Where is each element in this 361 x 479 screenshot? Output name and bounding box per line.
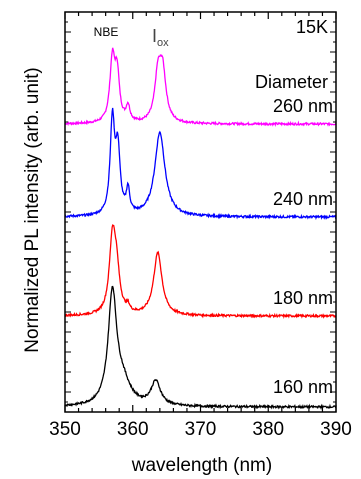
x-tick-label: 390	[320, 419, 352, 440]
x-tick-label: 360	[117, 419, 149, 440]
axes-layer	[64, 11, 337, 413]
series-line-260-nm	[64, 47, 337, 127]
legend-heading: Diameter	[255, 72, 328, 92]
temperature-label: 15K	[296, 17, 328, 37]
series-line-240-nm	[64, 107, 337, 221]
y-axis-label: Normalized PL intensity (arb. unit)	[22, 67, 43, 352]
peak-label-nbe: NBE	[94, 25, 119, 39]
peak-label-iox-main: I	[152, 26, 157, 46]
x-tick-label: 370	[185, 419, 217, 440]
x-tick-label: 380	[252, 419, 284, 440]
peak-label-iox: Iox	[152, 26, 169, 49]
peak-label-iox-sub: ox	[157, 37, 169, 49]
series-label: 160 nm	[273, 377, 333, 397]
x-axis-label: wavelength (nm)	[131, 455, 272, 476]
series-line-180-nm	[64, 224, 337, 319]
series-label: 180 nm	[273, 288, 333, 308]
series-label: 240 nm	[273, 189, 333, 209]
text-layer: Normalized PL intensity (arb. unit) wave…	[22, 17, 352, 476]
series-label: 260 nm	[273, 96, 333, 116]
x-tick-label: 350	[49, 419, 81, 440]
